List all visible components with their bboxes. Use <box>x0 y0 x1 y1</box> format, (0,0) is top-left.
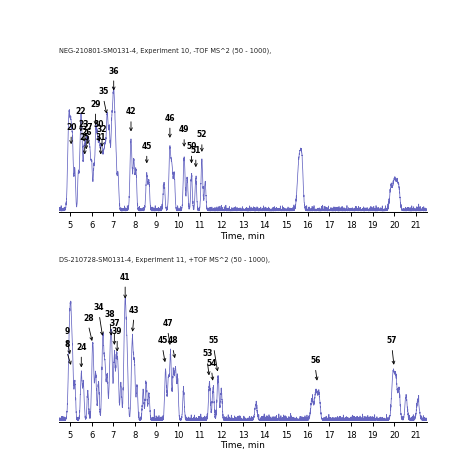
Text: 34: 34 <box>94 303 104 312</box>
Text: 36: 36 <box>109 66 119 75</box>
X-axis label: Time, min: Time, min <box>220 441 265 450</box>
Text: 8: 8 <box>64 340 70 349</box>
Text: 54: 54 <box>206 359 217 368</box>
Text: 49: 49 <box>179 125 190 134</box>
Text: 23: 23 <box>79 120 90 129</box>
Text: 50: 50 <box>186 142 197 151</box>
Text: 45: 45 <box>142 142 152 151</box>
Text: 31: 31 <box>95 133 106 142</box>
Text: 47: 47 <box>163 319 173 328</box>
Text: 35: 35 <box>99 87 109 96</box>
Text: NEG-210801-SM0131-4, Experiment 10, -TOF MS^2 (50 - 1000),: NEG-210801-SM0131-4, Experiment 10, -TOF… <box>59 47 272 54</box>
Text: 46: 46 <box>164 114 175 123</box>
Text: 29: 29 <box>91 100 101 109</box>
Text: 37: 37 <box>109 319 119 328</box>
Text: 27: 27 <box>82 123 93 132</box>
Text: 52: 52 <box>197 130 207 139</box>
Text: 25: 25 <box>80 133 90 142</box>
Text: 42: 42 <box>126 108 136 117</box>
Text: 9: 9 <box>64 327 69 336</box>
X-axis label: Time, min: Time, min <box>220 232 265 241</box>
Text: 32: 32 <box>97 125 107 134</box>
Text: 39: 39 <box>112 327 122 336</box>
Text: 56: 56 <box>310 356 320 365</box>
Text: 55: 55 <box>209 336 219 345</box>
Text: 45: 45 <box>157 336 168 345</box>
Text: 48: 48 <box>167 336 178 345</box>
Text: 41: 41 <box>120 273 130 282</box>
Text: 38: 38 <box>105 310 115 319</box>
Text: DS-210728-SM0131-4, Experiment 11, +TOF MS^2 (50 - 1000),: DS-210728-SM0131-4, Experiment 11, +TOF … <box>59 257 270 264</box>
Text: 28: 28 <box>83 314 94 323</box>
Text: 20: 20 <box>66 123 76 132</box>
Text: 43: 43 <box>128 306 139 315</box>
Text: 57: 57 <box>387 336 397 345</box>
Text: 24: 24 <box>76 343 87 352</box>
Text: 51: 51 <box>191 146 201 155</box>
Text: 30: 30 <box>94 120 104 129</box>
Text: 53: 53 <box>202 349 212 358</box>
Text: 22: 22 <box>76 108 86 117</box>
Text: 26: 26 <box>81 128 91 137</box>
